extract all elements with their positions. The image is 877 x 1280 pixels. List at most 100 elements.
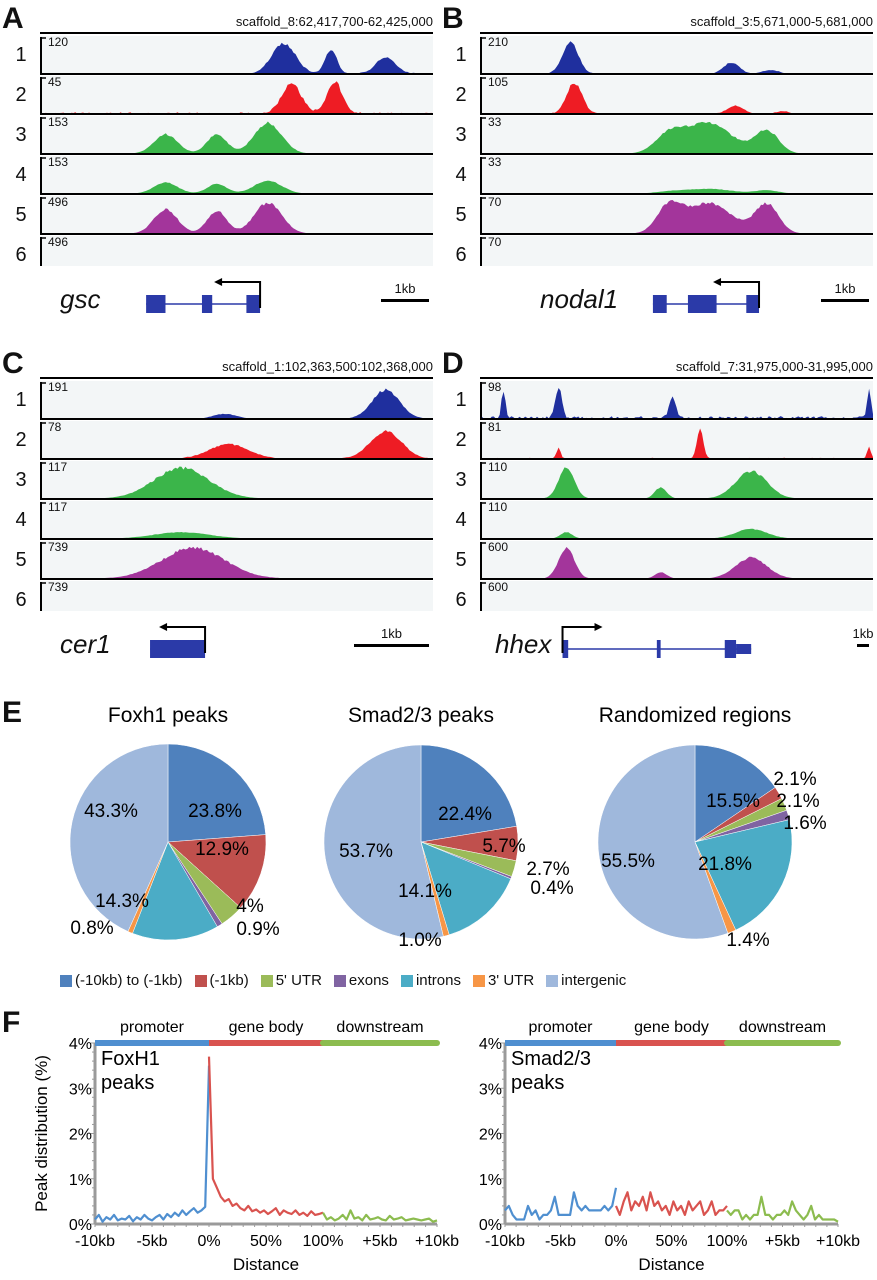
track-number: 4	[15, 509, 27, 531]
track-3-signal	[480, 467, 873, 499]
y-tick-label: 1%	[69, 1172, 92, 1189]
pie-title: Foxh1 peaks	[108, 704, 228, 727]
legend-item: exons	[333, 972, 389, 989]
exon	[246, 295, 261, 313]
scale-bar-label: 1kb	[394, 281, 416, 296]
genomic-coordinate: scaffold_7:31,975,000-31,995,000	[675, 359, 873, 374]
panel-letter-f: F	[2, 1006, 21, 1039]
genomic-coordinate: scaffold_1:102,363,500:102,368,000	[222, 359, 433, 374]
gene-name: cer1	[60, 629, 111, 659]
track-number: 2	[15, 84, 27, 106]
x-tick-label: +5kb	[765, 1233, 800, 1250]
track-max-value: 496	[48, 195, 69, 209]
tss-arrow-icon	[561, 626, 599, 653]
x-tick-label: 100%	[707, 1233, 748, 1250]
scale-bar	[354, 644, 429, 647]
track-4-signal	[480, 188, 873, 194]
arrowhead-icon	[594, 623, 603, 631]
gene-model	[561, 623, 752, 658]
pie-slice	[694, 819, 793, 931]
pie-legend: (-10kb) to (-1kb) (-1kb) 5' UTR exons intron…	[60, 972, 626, 989]
legend-label: (-10kb) to (-1kb)	[75, 972, 183, 989]
pie-slice	[167, 743, 266, 843]
track-max-value: 117	[48, 460, 68, 474]
track-number: 5	[455, 204, 467, 226]
track-number: 2	[15, 429, 27, 451]
track-top-border	[480, 377, 873, 379]
pie-data-label: 2.1%	[773, 769, 816, 790]
legend-swatch	[260, 974, 273, 987]
x-tick-label: 50%	[655, 1233, 687, 1250]
region-label: downstream	[336, 1019, 423, 1036]
track-max-value: 117	[48, 500, 68, 514]
region-label: promoter	[120, 1019, 185, 1036]
track-3-signal	[480, 121, 873, 154]
track-background	[40, 76, 433, 114]
pie-slice	[420, 744, 517, 843]
track-1-signal	[40, 42, 433, 74]
chart-title: FoxH1	[101, 1048, 160, 1070]
exon	[150, 640, 206, 658]
x-axis-title: Distance	[233, 1255, 299, 1274]
track-max-value: 33	[488, 155, 502, 169]
track-number: 6	[455, 589, 467, 611]
track-max-value: 600	[488, 580, 509, 594]
scale-bar	[381, 299, 429, 302]
legend-item: 3' UTR	[472, 972, 535, 989]
y-tick-label: 4%	[69, 1036, 92, 1053]
pie-data-label: 1.4%	[726, 930, 769, 951]
track-max-value: 70	[488, 195, 502, 209]
legend-swatch	[400, 974, 413, 987]
track-max-value: 600	[488, 540, 509, 554]
x-tick-label: -10kb	[485, 1233, 525, 1250]
gene-model	[146, 278, 262, 313]
track-max-value: 153	[48, 115, 69, 129]
legend-swatch	[472, 974, 485, 987]
track-number: 3	[15, 469, 27, 491]
pie-charts: Foxh1 peaks 23.8% 12.9% 4%0.9% 14.3% 0.8% 43.3…	[69, 704, 827, 951]
exon	[656, 640, 661, 658]
track-number: 5	[15, 549, 27, 571]
track-max-value: 98	[488, 380, 502, 394]
track-max-value: 496	[48, 235, 69, 249]
chart-title: Smad2/3	[511, 1048, 591, 1070]
track-max-value: 105	[488, 75, 509, 89]
track-background	[40, 116, 433, 154]
scale-bar-label: 1kb	[852, 626, 874, 641]
chart-title: peaks	[101, 1072, 154, 1094]
legend-label: 3' UTR	[487, 972, 535, 989]
legend-label: introns	[415, 972, 461, 989]
track-number: 3	[455, 469, 467, 491]
tracks-d	[480, 381, 873, 611]
track-number: 4	[455, 509, 467, 531]
track-max-value: 739	[48, 540, 69, 554]
track-background	[480, 36, 873, 74]
scale-bar-label: 1kb	[834, 281, 856, 296]
legend-item: (-10kb) to (-1kb)	[60, 972, 183, 989]
x-tick-label: 100%	[303, 1233, 344, 1250]
exon	[724, 640, 737, 658]
tss-arrow-icon	[163, 626, 207, 653]
pie-data-label: 0.9%	[236, 919, 279, 940]
track-background	[40, 196, 433, 234]
track-1-signal	[480, 388, 873, 419]
genomic-coordinate: scaffold_8:62,417,700-62,425,000	[235, 14, 433, 29]
track-top-border	[40, 377, 433, 379]
track-top-border	[480, 32, 873, 34]
legend-item: intergenic	[546, 972, 626, 989]
x-tick-label: -10kb	[75, 1233, 115, 1250]
pie-data-label: 12.9%	[195, 839, 249, 860]
pie-slice	[132, 841, 218, 941]
panel-letter-b: B	[442, 2, 464, 35]
x-axis-title: Distance	[638, 1255, 704, 1274]
track-background	[480, 76, 873, 114]
legend-swatch	[60, 974, 72, 987]
x-tick-label: -5kb	[545, 1233, 576, 1250]
y-tick-label: 3%	[69, 1081, 92, 1098]
track-5-signal	[40, 546, 433, 579]
pie-data-label: 21.8%	[698, 854, 752, 875]
track-number: 4	[15, 164, 27, 186]
pie-slice	[420, 841, 512, 936]
x-tick-label: 0%	[197, 1233, 220, 1250]
pie-data-label: 5.7%	[482, 836, 525, 857]
